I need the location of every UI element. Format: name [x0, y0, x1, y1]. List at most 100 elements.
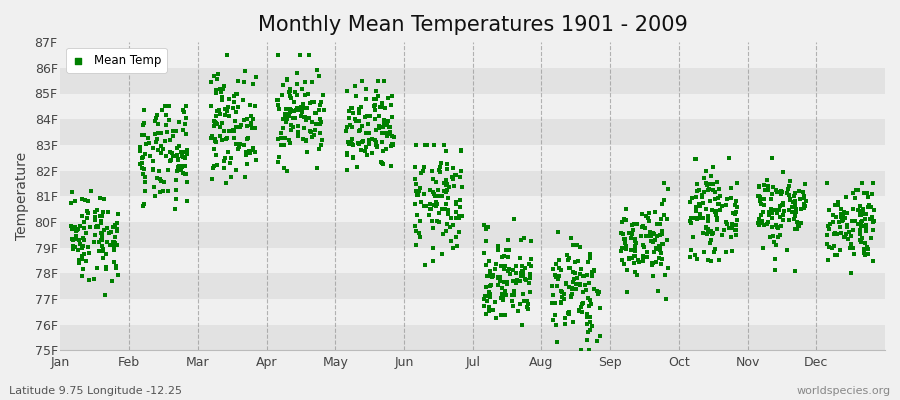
Point — [95, 248, 110, 255]
Point — [146, 166, 160, 173]
Point — [94, 232, 109, 238]
Point — [700, 256, 715, 263]
Point — [626, 227, 640, 233]
Point — [168, 153, 183, 160]
Point — [724, 195, 738, 202]
Point — [244, 121, 258, 128]
Point — [230, 91, 245, 97]
Point — [616, 231, 630, 237]
Point — [276, 142, 291, 148]
Point — [244, 113, 258, 120]
Point — [703, 239, 717, 246]
Point — [590, 287, 604, 294]
Point — [853, 226, 868, 233]
Point — [207, 162, 221, 169]
Point — [94, 230, 109, 236]
Point — [75, 242, 89, 249]
Point — [513, 278, 527, 284]
Point — [140, 134, 155, 141]
Point — [510, 277, 525, 283]
Point — [796, 194, 811, 201]
Point — [516, 271, 530, 278]
Point — [854, 219, 868, 226]
Point — [141, 140, 156, 146]
Point — [618, 243, 633, 250]
Point — [866, 180, 880, 187]
Point — [616, 215, 631, 222]
Point — [516, 269, 530, 275]
Point — [857, 190, 871, 196]
Point — [652, 243, 666, 250]
Point — [491, 282, 505, 288]
Point — [232, 144, 247, 151]
Point — [853, 238, 868, 245]
Point — [209, 89, 223, 96]
Point — [698, 206, 713, 212]
Point — [573, 244, 588, 250]
Point — [708, 209, 723, 215]
Point — [710, 216, 724, 223]
Point — [797, 195, 812, 202]
Point — [706, 249, 721, 255]
Point — [846, 226, 860, 233]
Point — [432, 167, 446, 173]
Point — [180, 178, 194, 185]
Point — [859, 228, 873, 234]
Point — [227, 98, 241, 105]
Point — [637, 244, 652, 250]
Point — [482, 283, 497, 289]
Point — [247, 116, 261, 122]
Point — [644, 238, 659, 244]
Point — [95, 208, 110, 215]
Point — [368, 137, 382, 144]
Point — [172, 143, 186, 150]
Point — [562, 311, 576, 317]
Point — [137, 200, 151, 207]
Point — [96, 246, 111, 252]
Point — [340, 124, 355, 130]
Point — [770, 210, 785, 216]
Point — [514, 273, 528, 279]
Point — [718, 202, 733, 208]
Point — [138, 173, 152, 180]
Point — [229, 124, 243, 130]
Point — [210, 108, 224, 114]
Point — [696, 230, 710, 236]
Point — [752, 193, 766, 199]
Point — [446, 176, 460, 182]
Point — [546, 317, 561, 323]
Point — [76, 266, 90, 272]
Point — [108, 240, 122, 246]
Point — [248, 74, 263, 80]
Point — [761, 212, 776, 218]
Point — [854, 234, 868, 241]
Point — [774, 223, 788, 229]
Point — [410, 212, 424, 219]
Point — [574, 304, 589, 310]
Point — [863, 216, 878, 222]
Point — [303, 128, 318, 134]
Point — [763, 206, 778, 212]
Point — [690, 188, 705, 194]
Point — [653, 250, 668, 257]
Point — [370, 143, 384, 150]
Point — [753, 200, 768, 207]
Point — [73, 241, 87, 247]
Point — [549, 322, 563, 329]
Point — [698, 168, 713, 174]
Point — [453, 204, 467, 210]
Point — [728, 209, 742, 215]
Point — [822, 226, 836, 232]
Point — [282, 111, 296, 117]
Point — [436, 188, 451, 194]
Point — [353, 127, 367, 133]
Point — [381, 118, 395, 125]
Point — [275, 124, 290, 131]
Point — [218, 155, 232, 162]
Point — [486, 272, 500, 278]
Point — [853, 208, 868, 214]
Point — [865, 214, 879, 220]
Point — [81, 244, 95, 250]
Point — [383, 163, 398, 170]
Point — [409, 180, 423, 187]
